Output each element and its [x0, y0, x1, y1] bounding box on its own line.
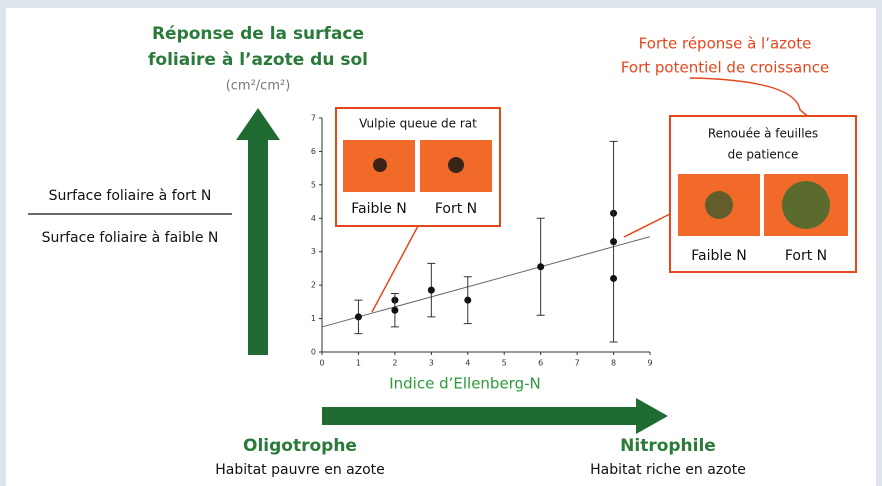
plant [705, 191, 733, 219]
x-tick-label: 8 [611, 359, 616, 368]
point [610, 238, 618, 246]
x-tick-label: 1 [356, 359, 361, 368]
y-tick-label: 0 [311, 348, 316, 357]
point [537, 263, 545, 271]
ratio-denominator: Surface foliaire à faible N [42, 230, 219, 246]
x-tick-label: 9 [647, 359, 652, 368]
x-arrow [322, 398, 668, 434]
left-sub: Habitat pauvre en azote [215, 462, 385, 478]
y-tick-label: 4 [311, 214, 316, 223]
left-title: Oligotrophe [243, 436, 357, 456]
plant [448, 157, 464, 173]
plant [782, 181, 830, 229]
y-arrow [236, 108, 280, 355]
y-tick-label: 1 [311, 314, 316, 323]
trendline [321, 236, 651, 328]
ratio-numerator: Surface foliaire à fort N [49, 188, 212, 204]
right-title: Nitrophile [620, 436, 716, 456]
x-tick-label: 5 [502, 359, 507, 368]
x-tick-label: 4 [465, 359, 470, 368]
plant [373, 158, 387, 172]
callout-line [689, 77, 811, 119]
callout-line [623, 213, 671, 238]
x-tick-label: 3 [429, 359, 434, 368]
y-tick-label: 7 [311, 114, 316, 123]
x-tick-label: 2 [392, 359, 397, 368]
photo-label: Fort N [785, 248, 827, 264]
x-tick-label: 0 [319, 359, 324, 368]
title-line: foliaire à l’azote du sol [148, 50, 368, 70]
annotation: Fort potentiel de croissance [621, 59, 829, 77]
photo-label: Faible N [351, 201, 407, 217]
species-label: Renouée à feuilles [708, 127, 818, 141]
y-tick-label: 6 [311, 147, 316, 156]
annotation: Forte réponse à l’azote [639, 35, 812, 53]
x-tick-label: 7 [575, 359, 580, 368]
point [464, 296, 472, 304]
point [427, 286, 435, 294]
y-tick-label: 3 [311, 247, 316, 256]
x-axis-label: Indice d’Ellenberg-N [389, 375, 541, 393]
point [391, 306, 399, 314]
callout-line [371, 225, 419, 313]
photo-label: Faible N [691, 248, 747, 264]
plot: 0 1 2 3 4 5 6 7 8 9 0 1 2 3 4 5 6 7 [311, 114, 653, 368]
right-sub: Habitat riche en azote [590, 462, 746, 478]
unit: (cm²/cm²) [226, 79, 291, 94]
photo-label: Fort N [435, 201, 477, 217]
species-label: Vulpie queue de rat [359, 117, 477, 131]
y-tick-label: 5 [311, 180, 316, 189]
point [610, 274, 618, 282]
x-tick-label: 6 [538, 359, 543, 368]
y-tick-label: 2 [311, 281, 316, 290]
species-label: de patience [728, 148, 799, 162]
title-line: Réponse de la surface [152, 24, 364, 44]
point [354, 313, 362, 321]
